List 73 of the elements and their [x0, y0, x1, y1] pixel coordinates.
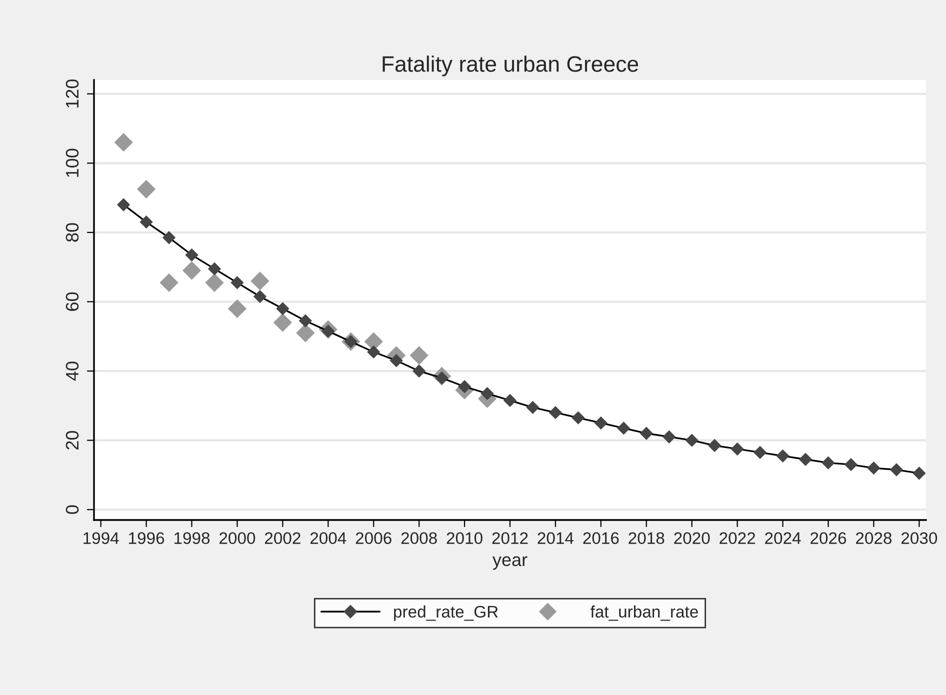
- y-tick-label: 80: [66, 223, 79, 242]
- x-tick-label: 2020: [674, 532, 710, 544]
- x-tick-label: 2024: [765, 532, 801, 544]
- point: [890, 463, 904, 476]
- point: [250, 272, 270, 290]
- x-tick-label: 2010: [446, 532, 482, 544]
- y-tick-label: 40: [66, 362, 79, 381]
- point: [730, 442, 744, 456]
- point: [185, 248, 198, 262]
- x-tick-label: 2016: [583, 532, 619, 544]
- x-tick-label: 2012: [492, 532, 528, 544]
- y-tick-label: 100: [66, 148, 79, 177]
- point: [912, 466, 926, 480]
- point: [228, 299, 247, 318]
- point: [503, 394, 517, 408]
- chart-title: Fatality rate urban Greece: [382, 56, 638, 76]
- point: [617, 422, 630, 435]
- point: [136, 180, 156, 198]
- point: [412, 364, 426, 378]
- point: [296, 324, 315, 342]
- x-tick-label: 1996: [129, 532, 164, 544]
- point: [822, 456, 835, 470]
- x-tick-label: 2018: [628, 532, 664, 544]
- x-tick-label: 1998: [174, 532, 210, 544]
- point: [594, 416, 608, 430]
- point: [116, 198, 130, 212]
- point: [526, 400, 540, 414]
- point: [162, 231, 176, 244]
- x-tick-label: 2000: [220, 532, 256, 544]
- point: [685, 434, 698, 447]
- legend-label: fat_urban_rate: [590, 605, 698, 621]
- point: [273, 313, 292, 332]
- point: [367, 345, 380, 359]
- point: [708, 438, 722, 452]
- legend-label: pred_rate_GR: [394, 605, 498, 621]
- point: [230, 276, 244, 290]
- x-tick-label: 2008: [401, 532, 437, 544]
- point: [208, 262, 222, 276]
- point: [480, 386, 494, 400]
- point: [844, 458, 858, 472]
- point: [298, 314, 312, 328]
- y-tick-label: 60: [66, 292, 79, 311]
- point: [640, 426, 653, 440]
- point: [114, 133, 133, 152]
- point: [276, 302, 290, 316]
- x-tick-label: 2026: [810, 532, 846, 544]
- x-tick-label: 2006: [356, 532, 392, 544]
- point: [182, 261, 202, 280]
- x-axis-title: year: [492, 556, 528, 570]
- point: [205, 273, 224, 292]
- point: [798, 452, 812, 466]
- point: [390, 354, 403, 368]
- point: [548, 406, 562, 420]
- x-tick-label: 2030: [901, 532, 938, 544]
- y-tick-label: 120: [66, 80, 79, 108]
- point: [753, 446, 767, 460]
- x-tick-label: 1994: [84, 532, 119, 544]
- x-tick-label: 2022: [720, 532, 756, 544]
- point: [662, 430, 676, 444]
- x-tick-label: 2004: [310, 532, 346, 544]
- x-tick-label: 2014: [538, 532, 574, 544]
- point: [458, 380, 472, 394]
- x-tick-label: 2002: [264, 532, 300, 544]
- point: [776, 449, 790, 462]
- y-tick-label: 20: [66, 430, 79, 450]
- point: [140, 215, 153, 229]
- point: [253, 290, 267, 304]
- point: [867, 461, 880, 475]
- x-tick-label: 2028: [856, 532, 892, 544]
- point: [410, 346, 428, 365]
- point: [160, 273, 178, 292]
- y-tick-label: 0: [66, 505, 79, 514]
- point: [572, 411, 585, 424]
